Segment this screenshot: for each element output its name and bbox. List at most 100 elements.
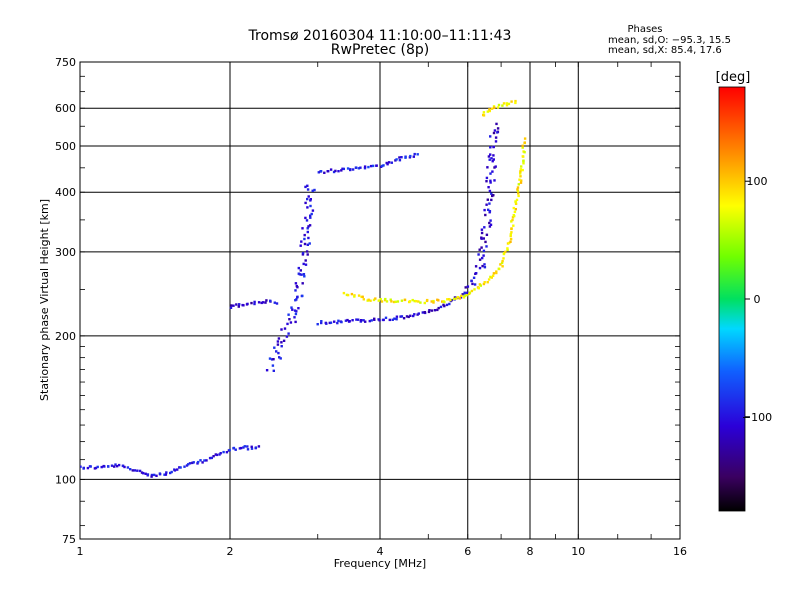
data-point [272, 358, 275, 361]
data-point [308, 242, 311, 245]
data-point [250, 447, 254, 450]
data-point [287, 313, 290, 316]
data-point [381, 164, 384, 168]
data-point [349, 168, 352, 171]
data-point [309, 204, 312, 208]
data-point [218, 453, 221, 456]
data-point [306, 230, 309, 234]
x-tick-label: 10 [571, 545, 585, 558]
data-point [237, 305, 240, 308]
data-point [491, 194, 494, 198]
data-point [509, 237, 513, 241]
data-point [253, 302, 256, 306]
data-point [514, 99, 517, 103]
data-point [512, 214, 515, 217]
data-point [173, 469, 177, 472]
data-point [294, 312, 298, 316]
data-point [178, 466, 181, 469]
data-point [514, 202, 518, 205]
data-point [516, 188, 519, 191]
data-point [488, 158, 491, 161]
data-point [370, 319, 373, 322]
data-point [521, 168, 524, 172]
data-point [103, 465, 106, 468]
data-point [478, 258, 482, 261]
data-point [494, 165, 497, 168]
data-point [487, 208, 490, 211]
data-point [404, 156, 407, 159]
data-point [235, 303, 238, 306]
data-point [304, 263, 308, 266]
data-point [522, 159, 525, 162]
data-point [243, 445, 246, 448]
data-point [412, 155, 415, 158]
data-point [386, 163, 389, 166]
data-point [507, 102, 511, 106]
data-point [487, 186, 490, 189]
data-point [517, 192, 520, 195]
data-point [484, 240, 487, 244]
data-point [369, 299, 372, 302]
data-point [510, 227, 513, 230]
data-point [488, 202, 491, 205]
data-point [326, 170, 329, 173]
data-point [483, 266, 487, 269]
data-point [470, 289, 474, 293]
data-point [400, 315, 404, 318]
data-point [384, 316, 388, 319]
phase-stats-o: mean, sd,O: −95.3, 15.5 [608, 35, 731, 46]
data-point [427, 310, 431, 314]
data-point [489, 181, 492, 184]
data-point [359, 166, 362, 169]
data-point [264, 301, 267, 304]
data-point [288, 318, 291, 321]
data-point [465, 294, 468, 297]
data-point [437, 299, 440, 302]
data-point [351, 319, 354, 322]
data-point [483, 208, 486, 212]
data-point [519, 170, 522, 173]
data-point [519, 172, 522, 175]
data-point [495, 270, 498, 273]
data-point [486, 166, 489, 169]
data-point [419, 301, 422, 304]
data-point [402, 317, 406, 320]
data-point [489, 146, 492, 149]
data-point [485, 233, 489, 236]
data-point [340, 169, 343, 172]
colorbar-tick-label: 100 [747, 175, 768, 188]
data-point [323, 171, 326, 174]
data-point [329, 321, 333, 324]
data-point [464, 286, 467, 289]
data-point [488, 189, 492, 193]
data-point [512, 224, 515, 227]
data-point [395, 158, 398, 161]
data-point [272, 369, 275, 372]
y-axis-label: Stationary phase Virtual Height [km] [38, 199, 51, 401]
data-point [361, 295, 364, 298]
data-point [346, 293, 350, 297]
data-point [506, 247, 509, 250]
data-point [479, 284, 482, 287]
data-point [144, 472, 147, 475]
data-point [430, 300, 433, 303]
data-point [509, 233, 512, 236]
data-point [487, 278, 491, 281]
data-point [265, 299, 268, 302]
data-point [489, 219, 492, 222]
data-point [310, 212, 313, 216]
data-point [319, 170, 323, 173]
data-point [521, 144, 524, 147]
data-point [228, 448, 231, 452]
data-point [359, 320, 362, 323]
data-point [346, 167, 350, 170]
data-point [488, 108, 491, 111]
data-point [351, 168, 355, 171]
y-tick-label: 500 [55, 140, 76, 153]
data-point [485, 176, 489, 180]
data-point [417, 312, 420, 315]
data-point [307, 236, 310, 240]
colorbar-label: [deg] [716, 70, 751, 85]
data-point [510, 220, 513, 223]
data-point [482, 282, 486, 286]
